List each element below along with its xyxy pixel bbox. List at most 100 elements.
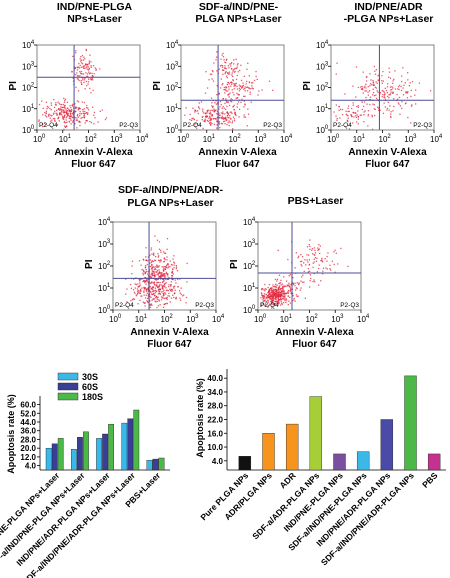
data-point	[198, 108, 201, 110]
data-point	[346, 114, 348, 116]
data-point	[58, 114, 61, 116]
data-point	[171, 264, 173, 266]
data-point	[222, 111, 224, 113]
data-point	[225, 67, 227, 70]
data-point	[373, 108, 375, 110]
panel-title: PLGA NPs+Laser	[127, 197, 213, 209]
bar	[108, 423, 115, 471]
data-point	[72, 55, 74, 58]
y-tick-label: 28.0	[207, 402, 223, 411]
data-point	[226, 111, 228, 114]
data-point	[80, 56, 82, 58]
data-point	[158, 284, 161, 286]
data-point	[231, 122, 233, 124]
data-point	[348, 110, 350, 113]
data-point	[131, 265, 133, 267]
data-point	[404, 103, 407, 105]
data-point	[227, 72, 229, 74]
data-point	[225, 89, 227, 91]
data-point	[71, 113, 74, 115]
data-point	[189, 113, 191, 116]
data-point	[151, 288, 153, 290]
data-point	[64, 125, 66, 127]
data-point	[402, 87, 404, 89]
data-point	[158, 275, 160, 277]
data-point	[243, 100, 245, 102]
data-point	[334, 249, 336, 251]
data-point	[225, 108, 227, 110]
data-point	[392, 110, 394, 112]
data-point	[271, 298, 273, 300]
data-point	[282, 297, 284, 299]
data-point	[163, 293, 165, 295]
data-point	[179, 292, 181, 294]
data-point	[70, 112, 72, 114]
data-point	[334, 271, 336, 273]
data-point	[371, 128, 374, 130]
data-point	[267, 301, 269, 303]
data-point	[62, 106, 64, 108]
data-point	[405, 102, 407, 104]
data-point	[276, 291, 278, 293]
data-point	[400, 85, 402, 88]
data-point	[134, 283, 136, 285]
data-point	[155, 290, 157, 292]
data-point	[272, 296, 274, 298]
data-point	[157, 266, 159, 268]
data-point	[157, 285, 159, 288]
data-point	[383, 96, 385, 99]
data-point	[285, 299, 288, 301]
y-tick-label: 34.0	[207, 388, 223, 397]
data-point	[226, 123, 228, 126]
y-tick-label: 12.0	[20, 453, 36, 462]
data-point	[86, 120, 88, 122]
data-point	[304, 297, 306, 299]
data-point	[298, 283, 300, 286]
data-point	[163, 257, 166, 259]
data-point	[83, 79, 86, 81]
data-point	[79, 121, 81, 123]
data-point	[293, 299, 295, 301]
x-tick-label: 100	[109, 314, 122, 324]
data-point	[373, 95, 376, 97]
data-point	[173, 296, 175, 299]
bar	[404, 375, 417, 471]
data-point	[214, 102, 216, 104]
data-point	[159, 304, 161, 306]
data-point	[278, 293, 280, 295]
data-point	[168, 292, 170, 295]
data-point	[168, 266, 170, 268]
data-point	[224, 72, 226, 75]
data-point	[145, 256, 147, 258]
data-point	[76, 115, 79, 117]
bar	[146, 459, 153, 471]
bar	[45, 447, 52, 471]
data-point	[381, 75, 383, 77]
data-point	[263, 296, 265, 298]
x-tick-label: 103	[404, 134, 417, 144]
data-point	[231, 74, 233, 76]
data-point	[77, 116, 80, 118]
plot-area	[330, 44, 435, 131]
data-point	[262, 288, 264, 290]
data-point	[175, 268, 177, 270]
data-point	[430, 90, 432, 92]
quadrant-label: P2-Q3	[263, 122, 282, 129]
data-point	[389, 86, 392, 88]
data-point	[300, 260, 302, 263]
data-point	[318, 264, 320, 266]
data-point	[161, 272, 163, 274]
data-point	[295, 252, 297, 254]
data-point	[163, 284, 166, 286]
data-point	[278, 283, 280, 285]
data-point	[130, 283, 132, 286]
data-point	[92, 65, 95, 67]
data-point	[283, 296, 285, 298]
data-point	[325, 267, 327, 269]
data-point	[232, 69, 235, 71]
data-point	[182, 295, 184, 297]
data-point	[166, 298, 168, 301]
data-point	[213, 108, 215, 110]
panel-title: -PLGA NPs+Laser	[344, 13, 434, 25]
data-point	[278, 274, 281, 276]
